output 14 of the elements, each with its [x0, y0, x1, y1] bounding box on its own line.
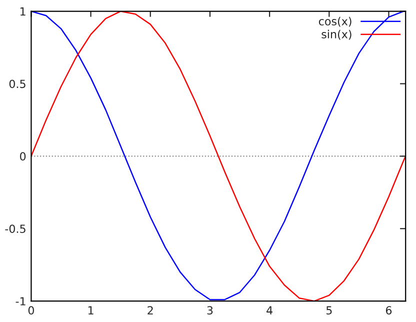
y-tick-label: -1	[16, 297, 26, 306]
y-tick-label: -0.5	[5, 224, 26, 233]
x-tick-label: 3	[207, 306, 213, 315]
y-tick-label: 1	[20, 7, 26, 16]
x-tick-label: 0	[28, 306, 34, 315]
legend-label: sin(x)	[322, 30, 352, 40]
y-tick-label: 0	[20, 152, 26, 161]
y-tick-label: 0.5	[9, 80, 26, 88]
legend-label: cos(x)	[318, 16, 352, 27]
x-tick-label: 1	[88, 306, 94, 314]
x-tick-label: 6	[386, 306, 392, 315]
x-tick-label: 4	[266, 306, 272, 314]
x-tick-label: 2	[148, 306, 153, 314]
x-tick-label: 5	[326, 306, 332, 315]
